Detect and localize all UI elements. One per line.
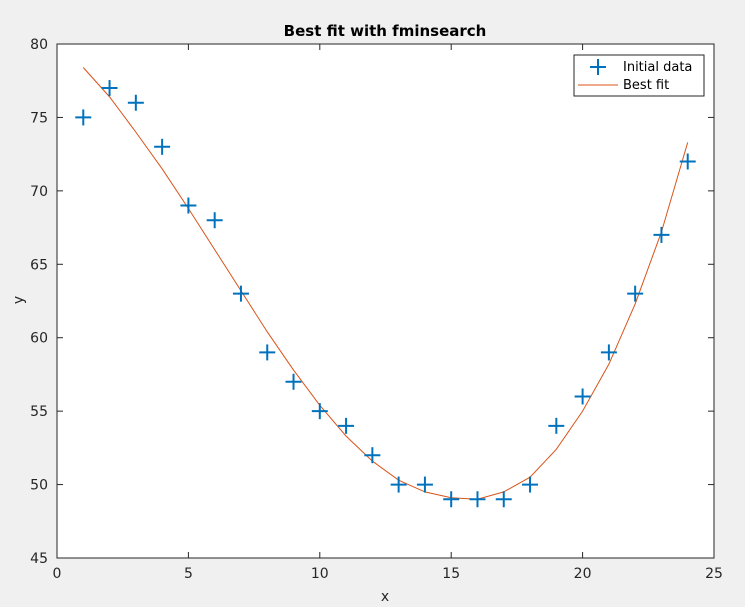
- data-point-marker: [259, 344, 276, 361]
- data-point-marker: [443, 491, 460, 508]
- x-tick-label: 20: [574, 566, 592, 582]
- data-point-marker: [390, 476, 407, 493]
- data-point-marker: [416, 476, 433, 493]
- legend-label-best-fit: Best fit: [623, 78, 669, 93]
- x-tick-label: 15: [442, 566, 460, 582]
- data-point-marker: [206, 212, 223, 229]
- x-axis-label: x: [381, 589, 389, 605]
- data-point-marker: [600, 344, 617, 361]
- data-point-marker: [180, 197, 197, 214]
- data-point-marker: [653, 226, 670, 243]
- data-point-marker: [574, 388, 591, 405]
- x-tick-label: 10: [311, 566, 329, 582]
- data-point-marker: [232, 285, 249, 302]
- data-point-marker: [522, 476, 539, 493]
- y-tick-label: 50: [30, 478, 48, 494]
- x-tick-label: 0: [53, 566, 62, 582]
- data-point-marker: [154, 138, 171, 155]
- y-axis-label: y: [11, 296, 27, 304]
- y-tick-label: 60: [30, 331, 48, 347]
- y-tick-label: 65: [30, 257, 48, 273]
- best-fit-series: [82, 67, 689, 500]
- y-tick-label: 75: [30, 110, 48, 126]
- y-tick-label: 45: [30, 551, 48, 567]
- data-point-marker: [679, 153, 696, 170]
- data-point-marker: [101, 80, 118, 97]
- axes-box: [56, 43, 715, 559]
- y-tick-label: 80: [30, 37, 48, 53]
- best-fit-line: [82, 67, 689, 500]
- plot-area: [57, 44, 714, 558]
- y-axis: 45 50 55 60 65 70 75 80: [30, 37, 714, 567]
- legend[interactable]: Initial data Best fit: [573, 54, 705, 97]
- legend-label-initial-data: Initial data: [623, 60, 692, 75]
- x-tick-label: 25: [705, 566, 723, 582]
- x-tick-label: 5: [184, 566, 193, 582]
- data-point-marker: [338, 417, 355, 434]
- data-point-marker: [495, 491, 512, 508]
- data-point-marker: [469, 491, 486, 508]
- data-point-marker: [311, 403, 328, 420]
- y-tick-label: 55: [30, 404, 48, 420]
- x-axis: 0 5 10 15 20 25: [53, 44, 723, 582]
- data-point-marker: [548, 417, 565, 434]
- chart-title: Best fit with fminsearch: [284, 22, 487, 40]
- data-point-marker: [127, 94, 144, 111]
- y-tick-label: 70: [30, 184, 48, 200]
- data-point-marker: [285, 373, 302, 390]
- initial-data-series: [75, 80, 696, 508]
- data-point-marker: [627, 285, 644, 302]
- data-point-marker: [364, 447, 381, 464]
- legend-marker-initial-data: [590, 59, 606, 75]
- data-point-marker: [75, 109, 92, 126]
- legend-box: [573, 54, 705, 97]
